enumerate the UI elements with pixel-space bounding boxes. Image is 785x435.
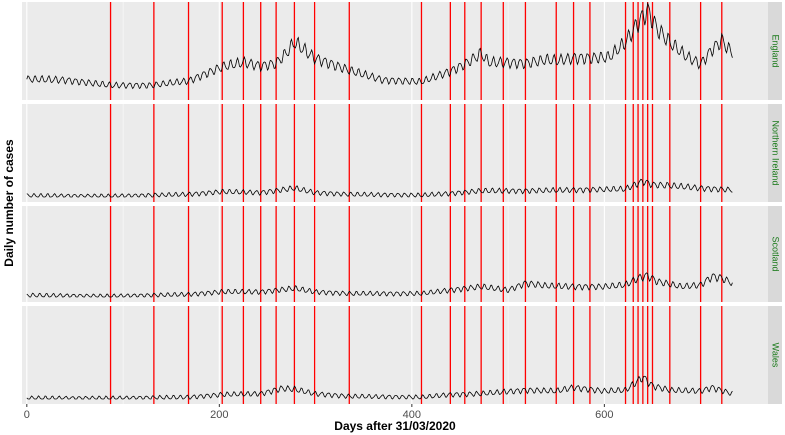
y-axis-title: Daily number of cases [2, 139, 16, 267]
facet-strip-label: Wales [771, 343, 781, 368]
x-axis-title: Days after 31/03/2020 [334, 419, 456, 433]
panel-background [22, 2, 768, 100]
x-tick-label: 200 [210, 409, 228, 421]
facet-strip [768, 306, 782, 404]
x-tick-label: 400 [403, 409, 421, 421]
x-axis: 0 200 400 600 [24, 404, 614, 421]
series-line [26, 178, 733, 198]
facet-strip [768, 206, 782, 302]
facet-strip-label: England [771, 34, 781, 67]
facet-strip [768, 2, 782, 100]
x-tick-label: 600 [595, 409, 613, 421]
facet-strip-label: Scotland [771, 236, 781, 271]
facet-panel: Scotland [22, 206, 782, 302]
facet-panels: England Northern Ireland Scotland Wales [22, 1, 782, 404]
panel-background [22, 306, 768, 404]
panel-background [22, 206, 768, 302]
series-line [26, 272, 733, 298]
series-line [26, 1, 733, 90]
facet-panel: Wales [22, 306, 782, 404]
x-tick-label: 0 [24, 409, 30, 421]
facet-strip [768, 104, 782, 202]
panel-background [22, 104, 768, 202]
facet-panel: England [22, 1, 782, 100]
facet-panel: Northern Ireland [22, 104, 782, 202]
series-line [26, 375, 733, 400]
facet-strip-label: Northern Ireland [771, 120, 781, 185]
